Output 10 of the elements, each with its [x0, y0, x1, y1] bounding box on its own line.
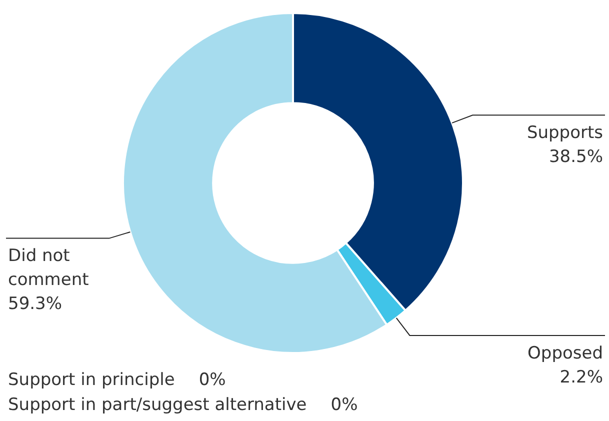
slice-label: Supports	[526, 123, 604, 144]
slice-label: Did not comment	[8, 246, 90, 290]
category-label: Support in part/suggest alternative	[8, 394, 307, 415]
category-label: Support in principle	[8, 370, 175, 390]
text: 0%	[330, 394, 358, 415]
data-label: 59.3%	[8, 294, 62, 314]
data-label: 38.5%	[548, 147, 603, 168]
slice-label: Opposed	[528, 343, 603, 364]
text: 0%	[198, 370, 226, 390]
data-label: 2.2%	[560, 367, 603, 388]
